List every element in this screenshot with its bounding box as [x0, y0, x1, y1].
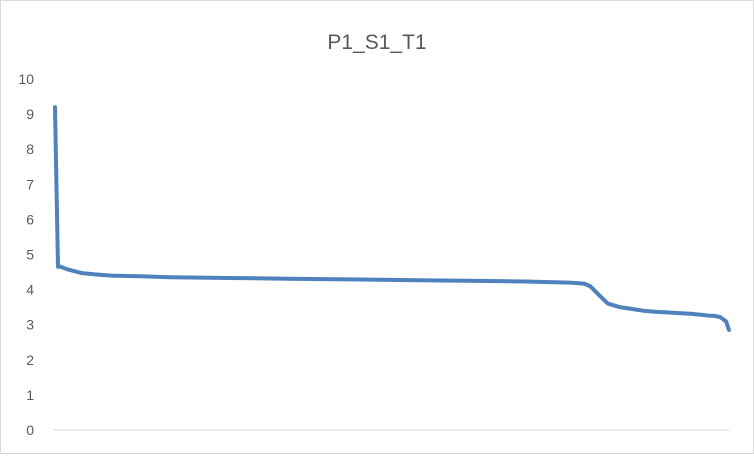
y-tick-label: 8 [26, 141, 34, 157]
y-tick-label: 3 [26, 317, 34, 333]
y-tick-label: 1 [26, 387, 34, 403]
y-tick-label: 7 [26, 176, 34, 192]
y-tick-label: 10 [18, 71, 34, 87]
y-tick-label: 6 [26, 211, 34, 227]
series-line [53, 105, 731, 332]
chart-title: P1_S1_T1 [327, 31, 426, 54]
y-tick-label: 2 [26, 352, 34, 368]
y-tick-label: 4 [26, 282, 34, 298]
y-tick-label: 9 [26, 106, 34, 122]
y-axis-tick-labels: 0 1 2 3 4 5 6 7 8 9 10 [18, 71, 34, 438]
series-group [53, 105, 731, 332]
y-tick-label: 0 [26, 422, 34, 438]
y-tick-label: 5 [26, 247, 34, 263]
